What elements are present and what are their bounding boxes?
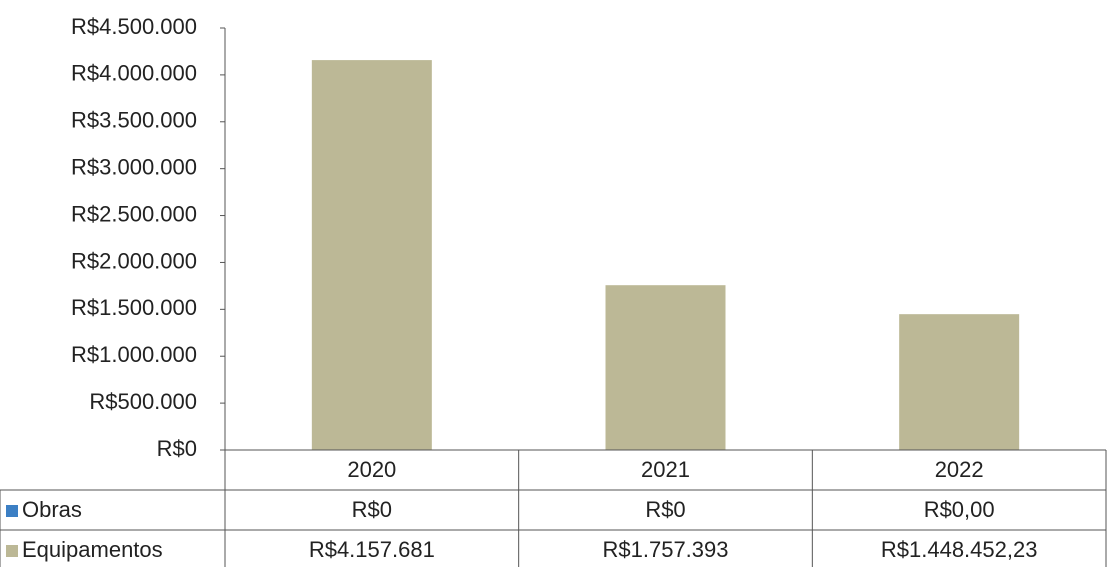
y-tick-label: R$4.000.000 <box>71 61 197 86</box>
legend-label: Equipamentos <box>22 537 163 562</box>
y-tick-label: R$1.000.000 <box>71 342 197 367</box>
y-tick-label: R$1.500.000 <box>71 295 197 320</box>
legend-swatch <box>6 505 18 517</box>
data-label: R$0 <box>645 497 685 522</box>
y-tick-label: R$0 <box>157 436 197 461</box>
data-label: R$0 <box>352 497 392 522</box>
x-tick-label: 2020 <box>347 457 396 482</box>
y-tick-label: R$3.500.000 <box>71 108 197 133</box>
y-tick-label: R$4.500.000 <box>71 14 197 39</box>
x-tick-label: 2021 <box>641 457 690 482</box>
y-tick-label: R$2.000.000 <box>71 248 197 273</box>
data-label: R$1.448.452,23 <box>881 537 1038 562</box>
data-label: R$0,00 <box>924 497 995 522</box>
bar <box>899 314 1020 450</box>
bar <box>605 285 726 450</box>
data-label: R$1.757.393 <box>603 537 729 562</box>
legend-swatch <box>6 545 18 557</box>
y-tick-label: R$3.000.000 <box>71 154 197 179</box>
y-tick-label: R$2.500.000 <box>71 201 197 226</box>
bar <box>311 60 432 450</box>
y-tick-label: R$500.000 <box>89 389 197 414</box>
x-tick-label: 2022 <box>935 457 984 482</box>
legend-label: Obras <box>22 497 82 522</box>
data-label: R$4.157.681 <box>309 537 435 562</box>
